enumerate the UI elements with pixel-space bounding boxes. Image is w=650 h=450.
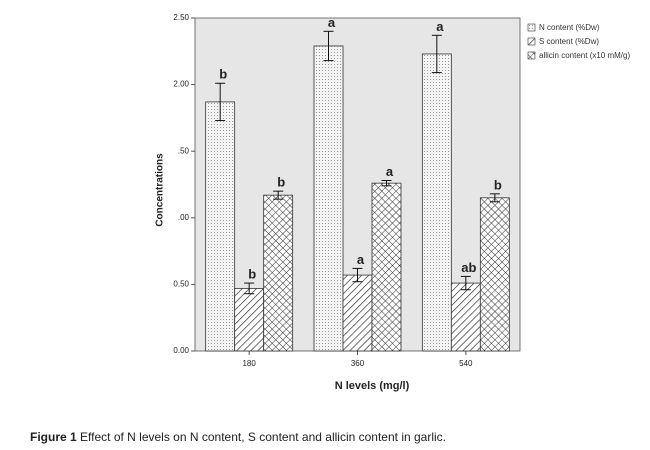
significance-letter: a [357, 252, 365, 267]
legend-entry: allicin content (x10 mM/g) [539, 51, 631, 60]
significance-letter: b [494, 177, 502, 192]
y-tick-label: 2.50 [173, 13, 189, 22]
legend-swatch [527, 37, 536, 46]
legend-entry: S content (%Dw) [539, 37, 600, 46]
error-bar [215, 82, 226, 122]
error-bar [460, 275, 471, 291]
legend-swatch [527, 23, 536, 32]
bar [313, 45, 344, 352]
significance-letter: b [219, 67, 227, 82]
legend-entry: N content (%Dw) [539, 23, 600, 32]
significance-letter: b [277, 175, 285, 190]
y-tick-label: 0.50 [173, 280, 189, 289]
bar [205, 101, 236, 352]
y-tick-label: .00 [178, 213, 190, 222]
error-bar [273, 190, 284, 200]
bar [371, 182, 402, 352]
bar [450, 282, 481, 352]
legend-label: S content (%Dw) [539, 37, 600, 46]
error-bar [431, 34, 442, 74]
significance-letter: a [436, 19, 444, 34]
y-tick-label: 2.00 [173, 80, 189, 89]
caption: Figure 1 Effect of N levels on N content… [30, 430, 446, 444]
significance-letter: a [386, 164, 394, 179]
bar [421, 53, 452, 352]
y-tick-label: 0.00 [173, 346, 189, 355]
bar [342, 274, 373, 352]
significance-letter: b [248, 267, 256, 282]
x-tick-label: 360 [351, 359, 365, 368]
bar [263, 194, 294, 352]
y-axis-label: Concentrations [155, 153, 166, 227]
caption-label: Figure 1 [30, 430, 77, 444]
error-bar [244, 282, 255, 295]
significance-letter: a [328, 15, 336, 30]
x-tick-label: 540 [459, 359, 473, 368]
error-bar [352, 267, 363, 283]
legend-swatch [527, 51, 536, 60]
x-tick-label: 180 [242, 359, 256, 368]
error-bar [381, 180, 392, 187]
bar [234, 287, 265, 352]
error-bar [323, 30, 334, 62]
bar [479, 197, 510, 352]
x-axis-label: N levels (mg/l) [335, 380, 410, 392]
significance-letter: ab [461, 260, 476, 275]
error-bar [489, 193, 500, 203]
y-tick-label: .50 [178, 146, 190, 155]
legend-label: N content (%Dw) [539, 23, 600, 32]
legend-label: allicin content (x10 mM/g) [539, 51, 631, 60]
caption-text: Effect of N levels on N content, S conte… [77, 430, 446, 444]
